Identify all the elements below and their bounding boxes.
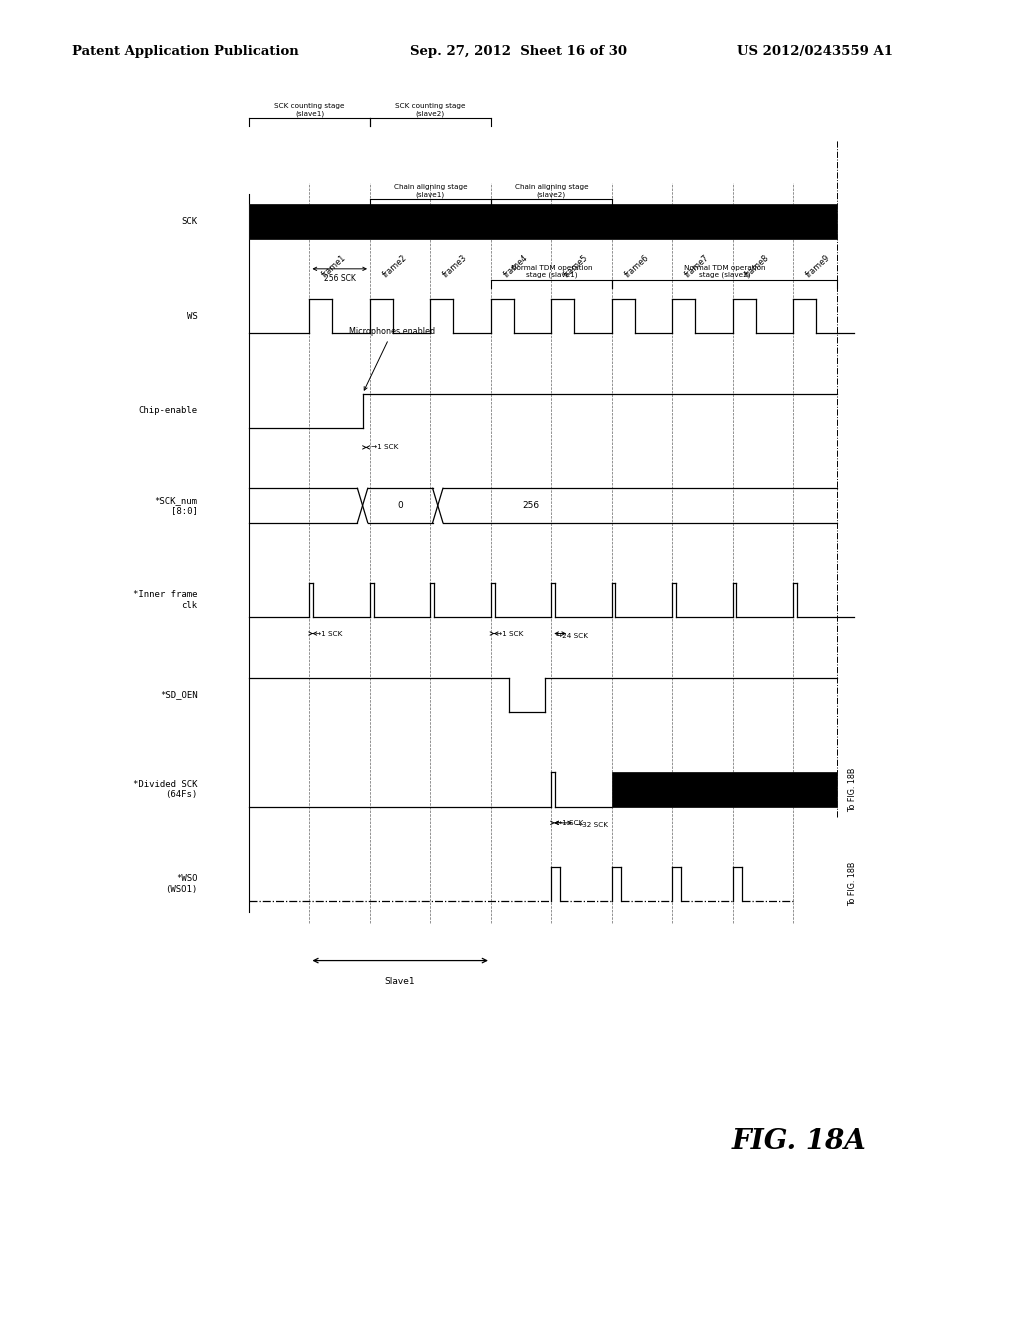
- Text: frame5: frame5: [562, 253, 590, 280]
- Text: →1 SCK: →1 SCK: [556, 820, 584, 826]
- Text: US 2012/0243559 A1: US 2012/0243559 A1: [737, 45, 893, 58]
- Text: →32 SCK: →32 SCK: [575, 822, 607, 828]
- Text: frame6: frame6: [623, 253, 650, 280]
- Text: →1 SCK: →1 SCK: [314, 631, 342, 636]
- Text: *Inner frame
clk: *Inner frame clk: [133, 590, 198, 610]
- Text: →1 SCK: →1 SCK: [496, 631, 523, 636]
- Text: frame9: frame9: [804, 253, 831, 280]
- Text: WS: WS: [186, 312, 198, 321]
- Text: Normal TDM operation
stage (slave1): Normal TDM operation stage (slave1): [511, 265, 592, 279]
- Text: To FIG. 18B: To FIG. 18B: [849, 767, 857, 812]
- Text: Chip-enable: Chip-enable: [138, 407, 198, 416]
- Text: frame1: frame1: [321, 253, 348, 280]
- Text: →24 SCK: →24 SCK: [556, 632, 588, 639]
- Text: 256: 256: [523, 502, 540, 510]
- Text: Sep. 27, 2012  Sheet 16 of 30: Sep. 27, 2012 Sheet 16 of 30: [410, 45, 627, 58]
- Text: Patent Application Publication: Patent Application Publication: [72, 45, 298, 58]
- Text: frame8: frame8: [743, 253, 771, 280]
- Text: 0: 0: [397, 502, 403, 510]
- Text: frame3: frame3: [441, 253, 469, 280]
- Text: *WSO
(WSO1): *WSO (WSO1): [165, 874, 198, 894]
- Text: Slave1: Slave1: [385, 977, 416, 986]
- Text: SCK: SCK: [181, 216, 198, 226]
- Text: *Divided SCK
(64Fs): *Divided SCK (64Fs): [133, 780, 198, 799]
- Text: frame4: frame4: [502, 253, 529, 280]
- Text: frame7: frame7: [683, 253, 711, 280]
- Text: frame2: frame2: [381, 253, 409, 280]
- Text: →1 SCK: →1 SCK: [372, 445, 398, 450]
- Text: 256 SCK: 256 SCK: [324, 275, 355, 284]
- Text: *SD_OEN: *SD_OEN: [160, 690, 198, 700]
- Text: FIG. 18A: FIG. 18A: [731, 1129, 866, 1155]
- Text: *SCK_num
[8:0]: *SCK_num [8:0]: [155, 496, 198, 515]
- Text: SCK counting stage
(slave2): SCK counting stage (slave2): [395, 103, 466, 117]
- Text: Microphones enabled: Microphones enabled: [349, 327, 435, 391]
- Text: SCK counting stage
(slave1): SCK counting stage (slave1): [274, 103, 345, 117]
- Text: Normal TDM operation
stage (slave2): Normal TDM operation stage (slave2): [684, 265, 765, 279]
- Bar: [249, 205, 838, 239]
- Text: Chain aligning stage
(slave1): Chain aligning stage (slave1): [393, 183, 467, 198]
- Text: To FIG. 18B: To FIG. 18B: [849, 862, 857, 907]
- Bar: [611, 772, 838, 807]
- Text: Chain aligning stage
(slave2): Chain aligning stage (slave2): [514, 183, 588, 198]
